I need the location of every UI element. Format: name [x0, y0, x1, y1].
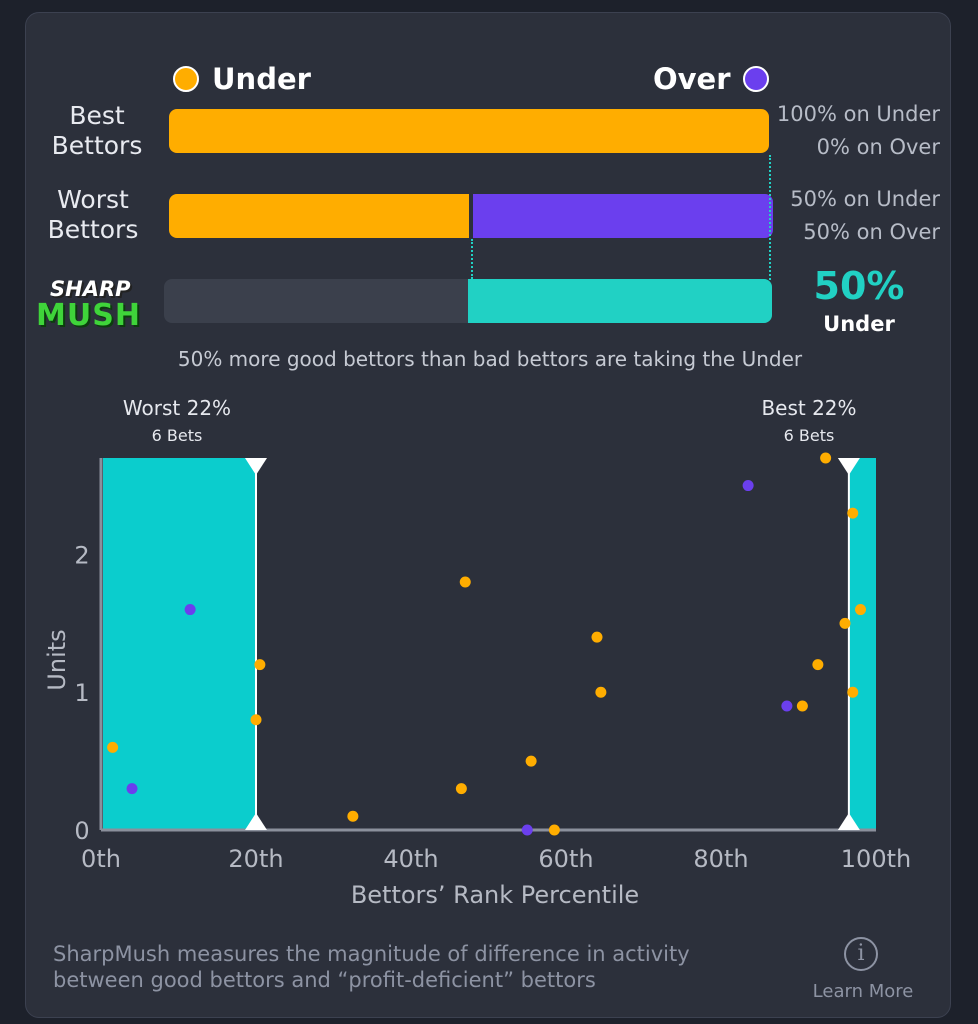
best-over-text: 0% on Over [816, 135, 940, 159]
under-point [254, 659, 266, 671]
best-zone-label: Best 22% [761, 396, 856, 420]
y-tick-label: 0 [74, 817, 89, 845]
worst-bettors-bar [169, 194, 773, 239]
worst-zone-boundary-top-marker [245, 458, 267, 475]
learn-more-label: Learn More [812, 981, 914, 1002]
footer-line1: SharpMush measures the magnitude of diff… [53, 942, 690, 966]
scatter-chart: Worst 22% 6 Bets Best 22% 6 Bets 0th 20th 40th… [43, 396, 911, 909]
over-point [521, 824, 533, 836]
under-point [455, 783, 467, 795]
best-zone-boundary-top-marker [837, 458, 860, 475]
over-point [742, 480, 754, 492]
footer-line2: between good bettors and “profit-deficie… [53, 968, 596, 992]
worst-under-segment [169, 194, 469, 238]
worst-connector-line [471, 239, 473, 279]
worst-zone-boundary-bottom-marker [245, 813, 267, 830]
sharpmush-value: 50% [813, 264, 905, 308]
best-pct-text: 100% on Under 0% on Over [770, 98, 940, 164]
logo-mush-text: MUSH [36, 298, 141, 333]
best-connector-line [769, 155, 771, 280]
under-point [548, 824, 560, 836]
under-point [855, 604, 866, 616]
best-bettors-label: Best Bettors [42, 101, 152, 161]
best-under-segment [169, 109, 769, 153]
under-point [812, 659, 824, 671]
best-under-text: 100% on Under [776, 102, 940, 126]
under-point [839, 617, 851, 629]
over-point [126, 783, 138, 795]
under-legend-dot [173, 66, 199, 92]
worst-bettors-label: Worst Bettors [38, 185, 148, 245]
worst-under-text: 50% on Under [790, 187, 940, 211]
under-point [847, 686, 859, 698]
best-zone-sublabel: 6 Bets [784, 426, 835, 445]
x-tick-label: 40th [383, 845, 438, 873]
worst-zone-label: Worst 22% [123, 396, 231, 420]
under-point [796, 700, 808, 712]
x-axis-title: Bettors’ Rank Percentile [351, 881, 639, 909]
sharpmush-logo: SHARP MUSH [36, 276, 152, 336]
over-legend-label: Over [653, 62, 731, 96]
under-point [107, 741, 119, 753]
worst-label-line1: Worst [57, 185, 129, 214]
worst-zone-sublabel: 6 Bets [152, 426, 203, 445]
x-tick-label: 100th [841, 845, 911, 873]
y-axis-title: Units [43, 629, 71, 690]
x-tick-label: 60th [538, 845, 593, 873]
under-point [459, 576, 471, 588]
under-point [525, 755, 537, 767]
logo-sharp-text: SHARP [50, 277, 131, 301]
under-point [347, 810, 359, 822]
sharpmush-bar-fill [468, 279, 772, 323]
under-point [591, 631, 603, 643]
y-tick-label: 1 [74, 679, 89, 707]
best-zone [848, 458, 876, 830]
headline-text: 50% more good bettors than bad bettors a… [177, 347, 803, 371]
sharpmush-bar [164, 279, 772, 324]
under-point [595, 686, 607, 698]
under-point [847, 507, 859, 519]
learn-more-button[interactable]: i Learn More [800, 937, 926, 1007]
footer-description: SharpMush measures the magnitude of diff… [53, 941, 793, 993]
best-label-line1: Best [69, 101, 125, 130]
x-tick-label: 80th [693, 845, 748, 873]
worst-label-line2: Bettors [47, 215, 139, 244]
x-tick-label: 20th [228, 845, 283, 873]
info-icon: i [844, 937, 878, 971]
best-label-line2: Bettors [51, 131, 143, 160]
worst-zone [103, 458, 256, 830]
x-tick-label: 0th [81, 845, 121, 873]
worst-over-text: 50% on Over [803, 220, 940, 244]
over-point [781, 700, 793, 712]
y-tick-label: 2 [74, 541, 89, 569]
best-zone-boundary-bottom-marker [837, 813, 860, 830]
over-legend-dot [743, 66, 769, 92]
over-point [184, 604, 196, 616]
under-point [250, 714, 262, 726]
worst-over-segment [473, 194, 773, 238]
worst-pct-text: 50% on Under 50% on Over [770, 183, 940, 249]
sharpmush-side: Under [823, 312, 895, 336]
under-legend-label: Under [212, 62, 311, 96]
under-point [820, 452, 832, 464]
best-bettors-bar [169, 109, 769, 154]
